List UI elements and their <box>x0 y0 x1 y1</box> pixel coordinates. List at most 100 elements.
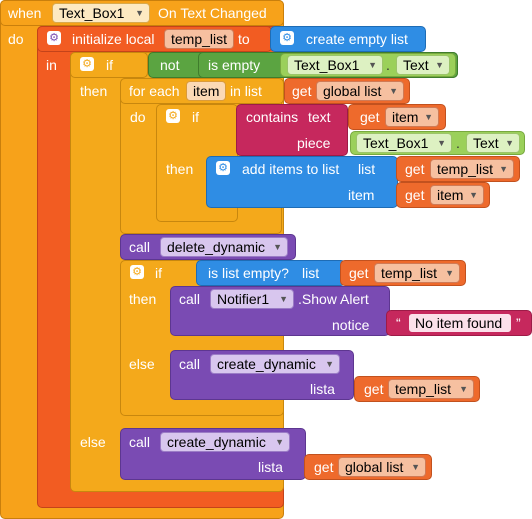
chevron-down-icon: ▼ <box>411 462 420 472</box>
create-dynamic-dropdown[interactable]: create_dynamic ▼ <box>160 432 290 452</box>
get-label: get <box>405 187 425 203</box>
then-label: then <box>129 291 157 307</box>
event-name-label: On Text Changed <box>158 5 267 21</box>
mutator-gear-icon[interactable]: ⚙ <box>216 161 230 175</box>
chevron-down-icon: ▼ <box>424 112 433 122</box>
global-list-dropdown[interactable]: global list ▼ <box>316 81 404 101</box>
item-var-dropdown[interactable]: item ▼ <box>385 107 439 127</box>
create-dynamic-name: create_dynamic <box>167 434 266 450</box>
is-list-empty-label: is list empty? <box>208 265 289 281</box>
item-var: item <box>437 187 464 203</box>
mutator-gear-icon[interactable]: ⚙ <box>47 31 61 45</box>
initialize-local-in-label: in <box>46 57 57 73</box>
for-each-label: for each <box>129 83 180 99</box>
item-var-dropdown[interactable]: item ▼ <box>430 185 484 205</box>
delete-dynamic-dropdown[interactable]: delete_dynamic ▼ <box>160 237 288 257</box>
chevron-down-icon: ▼ <box>275 437 284 447</box>
chevron-down-icon: ▼ <box>279 294 288 304</box>
get-label: get <box>360 109 380 125</box>
get-label: get <box>349 265 369 281</box>
textbox-component-label: Text_Box1 <box>294 57 360 73</box>
global-list-dropdown[interactable]: global list ▼ <box>338 457 426 477</box>
global-list-var: global list <box>345 459 404 475</box>
chevron-down-icon: ▼ <box>459 384 468 394</box>
local-var-name: temp_list <box>171 31 228 47</box>
inner-then-label: then <box>166 161 194 177</box>
textbox-component-label: Text_Box1 <box>363 135 429 151</box>
text-string-value: No item found <box>415 315 503 331</box>
get-label: get <box>405 161 425 177</box>
for-each-var-name: item <box>193 83 220 99</box>
dot-label: . <box>386 57 390 73</box>
textbox-property-dropdown[interactable]: Text ▼ <box>396 55 450 75</box>
get-label: get <box>314 459 334 475</box>
contains-text-slot: text <box>308 109 331 125</box>
call-label: call <box>179 291 201 307</box>
inner-if-label: if <box>192 109 199 125</box>
get-label: get <box>292 83 312 99</box>
textbox-property-label: Text <box>473 135 499 151</box>
event-do-label: do <box>8 31 24 47</box>
textbox-component-dropdown[interactable]: Text_Box1 ▼ <box>287 55 383 75</box>
chevron-down-icon: ▼ <box>437 138 446 148</box>
add-items-list-slot: list <box>358 161 376 177</box>
textbox-property-dropdown[interactable]: Text ▼ <box>466 133 520 153</box>
open-quote-label: “ <box>396 315 401 331</box>
then-label: then <box>80 83 108 99</box>
mutator-gear-icon[interactable]: ⚙ <box>80 57 94 71</box>
chevron-down-icon: ▼ <box>389 86 398 96</box>
notifier-component-dropdown[interactable]: Notifier1 ▼ <box>210 289 294 309</box>
mutator-gear-icon[interactable]: ⚙ <box>280 31 294 45</box>
event-component-label: Text_Box1 <box>59 5 125 21</box>
get-label: get <box>364 381 384 397</box>
mutator-gear-icon[interactable]: ⚙ <box>130 265 144 279</box>
event-component-dropdown[interactable]: Text_Box1 ▼ <box>52 3 150 23</box>
dot-label: . <box>456 135 460 151</box>
item-var: item <box>392 109 419 125</box>
contains-block[interactable] <box>236 104 348 156</box>
contains-piece-slot: piece <box>297 135 331 151</box>
else-label: else <box>80 434 106 450</box>
delete-dynamic-name: delete_dynamic <box>167 239 266 255</box>
call-label: call <box>179 356 201 372</box>
chevron-down-icon: ▼ <box>273 242 282 252</box>
temp-list-var-dropdown[interactable]: temp_list ▼ <box>430 159 514 179</box>
global-list-var: global list <box>323 83 382 99</box>
chevron-down-icon: ▼ <box>505 138 514 148</box>
chevron-down-icon: ▼ <box>445 268 454 278</box>
close-quote-label: ” <box>516 315 521 331</box>
lista-arg-label: lista <box>258 459 283 475</box>
for-each-do-label: do <box>130 109 146 125</box>
if-label: if <box>106 57 113 73</box>
local-var-name-field[interactable]: temp_list <box>164 29 234 49</box>
create-empty-list-block[interactable] <box>270 26 426 52</box>
else-label: else <box>129 356 155 372</box>
add-items-label: add items to list <box>242 161 340 177</box>
text-string-field[interactable]: No item found <box>408 313 512 333</box>
contains-label: contains <box>246 109 299 125</box>
create-dynamic-dropdown[interactable]: create_dynamic ▼ <box>210 354 340 374</box>
chevron-down-icon: ▼ <box>135 8 144 18</box>
call-label: call <box>129 239 151 255</box>
notifier-component-label: Notifier1 <box>217 291 270 307</box>
show-alert-method-label: .Show Alert <box>298 291 369 307</box>
initialize-local-label: initialize local <box>72 31 155 47</box>
create-empty-list-label: create empty list <box>306 31 408 47</box>
chevron-down-icon: ▼ <box>368 60 377 70</box>
call-label: call <box>129 434 151 450</box>
is-list-empty-list-slot: list <box>302 265 320 281</box>
in-list-label: in list <box>230 83 262 99</box>
notice-slot-label: notice <box>332 317 370 333</box>
initialize-local-to-label: to <box>238 31 250 47</box>
is-list-empty-block[interactable] <box>196 260 346 286</box>
temp-list-var-dropdown[interactable]: temp_list ▼ <box>374 263 460 283</box>
event-when-label: when <box>8 5 42 21</box>
add-items-to-list-block[interactable] <box>206 156 398 208</box>
mutator-gear-icon[interactable]: ⚙ <box>166 109 180 123</box>
textbox-property-label: Text <box>403 57 429 73</box>
textbox-component-dropdown[interactable]: Text_Box1 ▼ <box>356 133 452 153</box>
add-items-item-slot: item <box>348 187 375 203</box>
temp-list-var-dropdown[interactable]: temp_list ▼ <box>388 379 474 399</box>
chevron-down-icon: ▼ <box>325 359 334 369</box>
for-each-var-field[interactable]: item <box>186 81 226 101</box>
